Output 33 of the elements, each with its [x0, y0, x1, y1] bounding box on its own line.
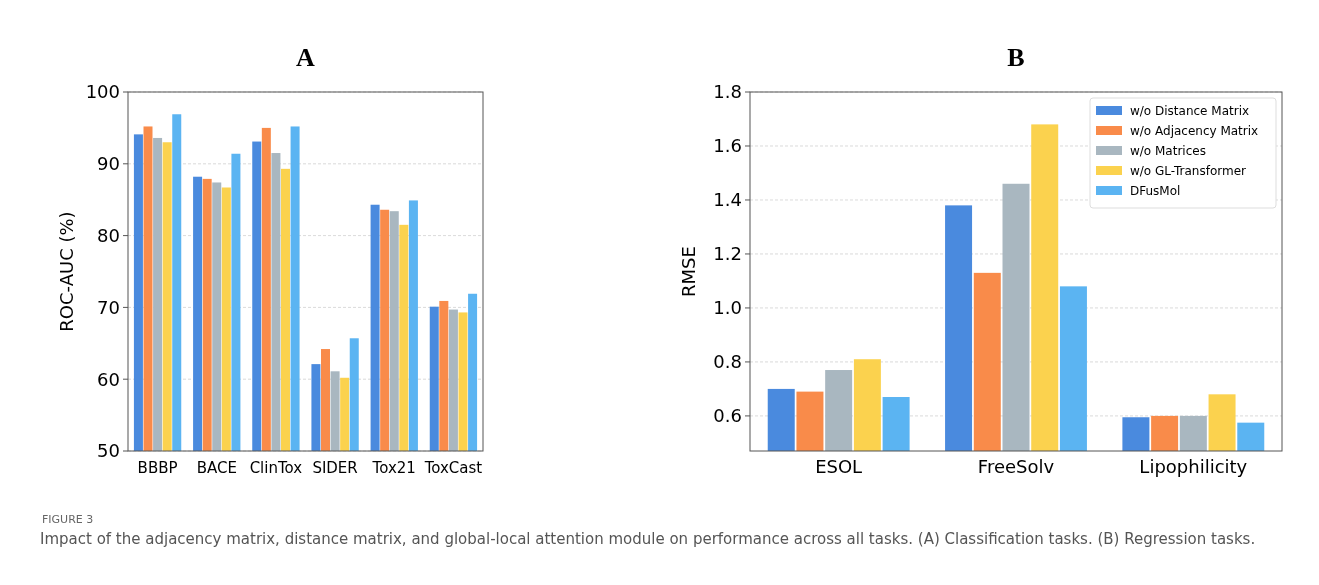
y-tick-label: 60 — [97, 368, 120, 390]
y-tick-label: 1.2 — [713, 243, 742, 265]
legend-label: w/o Matrices — [1130, 144, 1206, 159]
x-tick-label: BACE — [196, 459, 237, 477]
y-tick-label: 0.6 — [713, 405, 742, 427]
chart-title: A — [296, 43, 316, 72]
x-tick-label: SIDER — [312, 459, 358, 477]
y-axis-title: ROC-AUC (%) — [56, 211, 77, 332]
x-tick-label: ESOL — [815, 456, 863, 477]
x-tick-label: ClinTox — [249, 459, 303, 477]
y-tick-label: 1.0 — [713, 297, 742, 319]
y-tick-label: 1.4 — [713, 189, 742, 211]
y-tick-label: 70 — [97, 296, 120, 318]
legend-label: w/o GL-Transformer — [1130, 164, 1247, 179]
legend-label: w/o Adjacency Matrix — [1130, 124, 1259, 139]
y-axis-title: RMSE — [678, 246, 699, 297]
y-tick-label: 1.8 — [713, 81, 742, 103]
x-tick-label: ToxCast — [423, 459, 483, 477]
y-tick-label: 0.8 — [713, 351, 742, 373]
chart-title: B — [1007, 43, 1025, 72]
caption: FIGURE 3 — [42, 513, 94, 526]
legend-label: DFusMol — [1130, 184, 1181, 199]
y-tick-label: 1.6 — [713, 135, 742, 157]
y-tick-label: 80 — [97, 224, 120, 246]
y-tick-label: 100 — [85, 81, 120, 103]
x-tick-label: BBBP — [137, 459, 178, 477]
y-tick-label: 90 — [97, 153, 120, 175]
y-tick-label: 50 — [97, 440, 120, 462]
x-tick-label: Tox21 — [371, 459, 416, 477]
text: Impact of the adjacency matrix, distance matrix, and global-local attention module on performance across all tasks. (A) Classification tasks. (B) Regression tasks. — [40, 529, 1257, 550]
legend-label: w/o Distance Matrix — [1130, 104, 1250, 119]
x-tick-label: Lipophilicity — [1139, 456, 1248, 477]
x-tick-label: FreeSolv — [977, 456, 1055, 477]
